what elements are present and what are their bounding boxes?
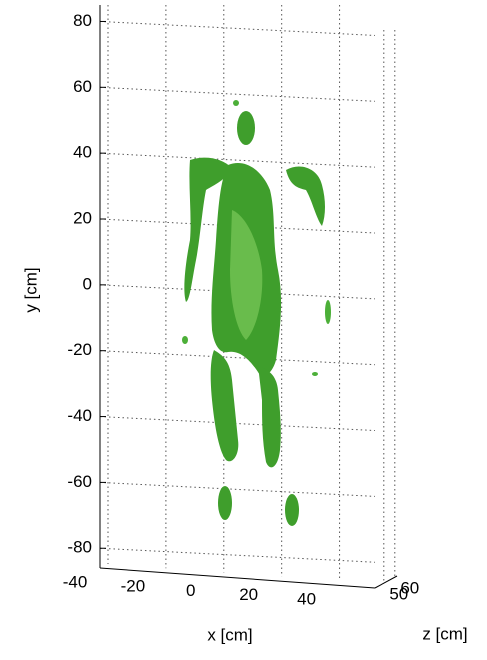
- z-axis-label: z [cm]: [422, 624, 467, 643]
- x-tick-label: 40: [297, 589, 316, 608]
- y-tick-label: -80: [67, 538, 92, 557]
- y-tick-label: 0: [83, 274, 92, 293]
- left-leg: [211, 350, 239, 461]
- x-tick-label: 20: [239, 585, 258, 604]
- right-arm: [286, 166, 325, 226]
- y-tick-label: -20: [67, 340, 92, 359]
- y-tick-label: 20: [73, 208, 92, 227]
- grid-line: [100, 21, 375, 35]
- left-foot: [218, 486, 232, 520]
- y-tick-label: -60: [67, 472, 92, 491]
- x-tick-label: -40: [63, 572, 88, 591]
- y-tick-label: -40: [67, 406, 92, 425]
- right-foot: [285, 494, 299, 526]
- chart: 605040200-20-40806040200-20-40-60-80 y […: [0, 0, 487, 660]
- right-leg: [258, 365, 281, 467]
- grid-line: [100, 482, 375, 496]
- grid-line: [100, 417, 375, 431]
- fragment: [312, 372, 318, 376]
- grid-line: [100, 548, 375, 562]
- y-tick-label: 40: [73, 143, 92, 162]
- head: [237, 111, 255, 145]
- body-surface: [182, 100, 331, 526]
- z-tick-label: 50: [389, 585, 408, 604]
- fragment: [325, 300, 331, 324]
- y-tick-label: 60: [73, 77, 92, 96]
- x-tick-label: -20: [121, 577, 146, 596]
- grid-line: [100, 87, 375, 101]
- fragment: [233, 100, 239, 106]
- x-axis-label: x [cm]: [207, 625, 252, 644]
- y-axis-label: y [cm]: [21, 267, 40, 312]
- fragment: [182, 336, 188, 344]
- x-tick-label: 0: [186, 581, 195, 600]
- y-tick-label: 80: [73, 11, 92, 30]
